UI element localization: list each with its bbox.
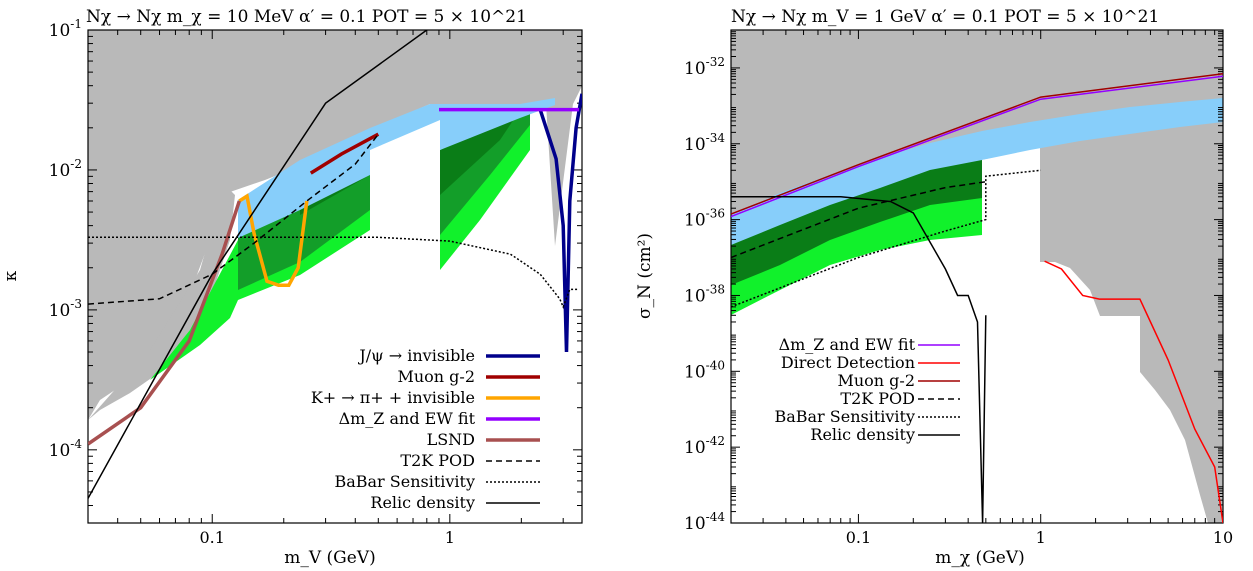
legend-label-4: BaBar Sensitivity <box>774 407 915 426</box>
legend-label-5: Relic density <box>810 425 915 444</box>
legend-label-0: J/ψ → invisible <box>357 346 475 365</box>
gap-region-right <box>982 150 1040 262</box>
left-ylabel: κ <box>1 270 21 281</box>
band-darkgreen-right <box>731 155 982 285</box>
right-xlabel: m_χ (GeV) <box>935 548 1025 568</box>
right-chart-panel: 0.1 1 10 10-44 10-42 10-40 10-38 10-36 10-34 10-3… <box>630 0 1253 571</box>
y-tick-label: 10-3 <box>49 297 82 321</box>
legend-label-4: LSND <box>427 430 475 449</box>
right-chart: 0.1 1 10 10-44 10-42 10-40 10-38 10-36 10-34 10-3… <box>635 7 1233 568</box>
legend-label-2: Muon g-2 <box>837 371 915 390</box>
legend-label-3: Δm_Z and EW fit <box>339 409 476 428</box>
series-line-0 <box>538 93 582 353</box>
legend-label-5: T2K POD <box>400 451 475 470</box>
legend-label-3: T2K POD <box>840 389 915 408</box>
band-blue-right <box>731 98 1223 245</box>
series-line-6 <box>88 236 580 309</box>
left-chart-panel: 0.1 1 10-4 10-3 10-2 10-1 J/ψ → invisible Muon… <box>0 0 600 571</box>
x-tick-label: 1 <box>1036 528 1046 547</box>
y-tick-label: 10-42 <box>684 434 725 458</box>
series-line-3 <box>731 180 986 259</box>
x-tick-label: 10 <box>1213 528 1233 547</box>
series-line-5 <box>731 196 987 523</box>
excluded-region-right <box>731 30 1223 523</box>
series-line-2 <box>731 73 1223 215</box>
right-plot-frame <box>730 29 1224 524</box>
series-line-2 <box>238 193 309 287</box>
x-tick-label: 0.1 <box>200 528 225 547</box>
left-chart-title: Nχ → Nχ m_χ = 10 MeV α′ = 0.1 POT = 5 × … <box>86 7 527 27</box>
series-line-5 <box>88 133 379 305</box>
series-line-4 <box>731 169 1041 308</box>
band-darkgreen-2 <box>440 110 520 195</box>
series-line-1 <box>309 132 380 175</box>
left-legend: J/ψ → invisible Muon g-2 K+ → π+ + invisib… <box>311 346 540 512</box>
y-tick-label: 10-32 <box>684 55 725 79</box>
y-tick-label: 10-34 <box>684 131 725 155</box>
left-xlabel: m_V (GeV) <box>284 548 375 568</box>
y-tick-label: 10-40 <box>684 358 725 382</box>
legend-label-1: Direct Detection <box>781 353 915 372</box>
legend-label-6: BaBar Sensitivity <box>334 472 475 491</box>
right-ylabel: σ_N (cm²) <box>635 233 655 319</box>
legend-label-0: Δm_Z and EW fit <box>779 335 916 354</box>
y-tick-label: 10-2 <box>49 157 82 181</box>
y-tick-label: 10-4 <box>49 437 83 461</box>
band-green-2 <box>440 105 530 235</box>
left-series-lines <box>88 30 582 499</box>
gap-region <box>370 120 440 280</box>
band-blue <box>238 98 555 238</box>
x-tick-label: 1 <box>445 528 455 547</box>
x-tick-label: 0.1 <box>846 528 871 547</box>
left-chart: 0.1 1 10-4 10-3 10-2 10-1 J/ψ → invisible Muon… <box>1 7 583 568</box>
series-line-0 <box>731 75 1223 218</box>
excluded-region <box>88 30 582 420</box>
right-axis-ticks: 0.1 1 10 10-44 10-42 10-40 10-38 10-36 10-34 10-3… <box>684 30 1233 547</box>
y-tick-label: 10-1 <box>49 17 82 41</box>
right-chart-title: Nχ → Nχ m_V = 1 GeV α′ = 0.1 POT = 5 × 1… <box>731 7 1159 27</box>
y-tick-label: 10-44 <box>684 510 725 534</box>
legend-label-1: Muon g-2 <box>397 367 475 386</box>
right-series-lines <box>731 73 1223 523</box>
series-line-7 <box>88 30 428 499</box>
y-tick-label: 10-38 <box>684 282 725 306</box>
left-plot-frame <box>87 29 583 524</box>
legend-label-7: Relic density <box>370 493 475 512</box>
y-tick-label: 10-36 <box>684 207 725 231</box>
legend-label-2: K+ → π+ + invisible <box>311 388 475 407</box>
series-line-1 <box>1044 260 1223 523</box>
series-line-4 <box>88 200 241 446</box>
